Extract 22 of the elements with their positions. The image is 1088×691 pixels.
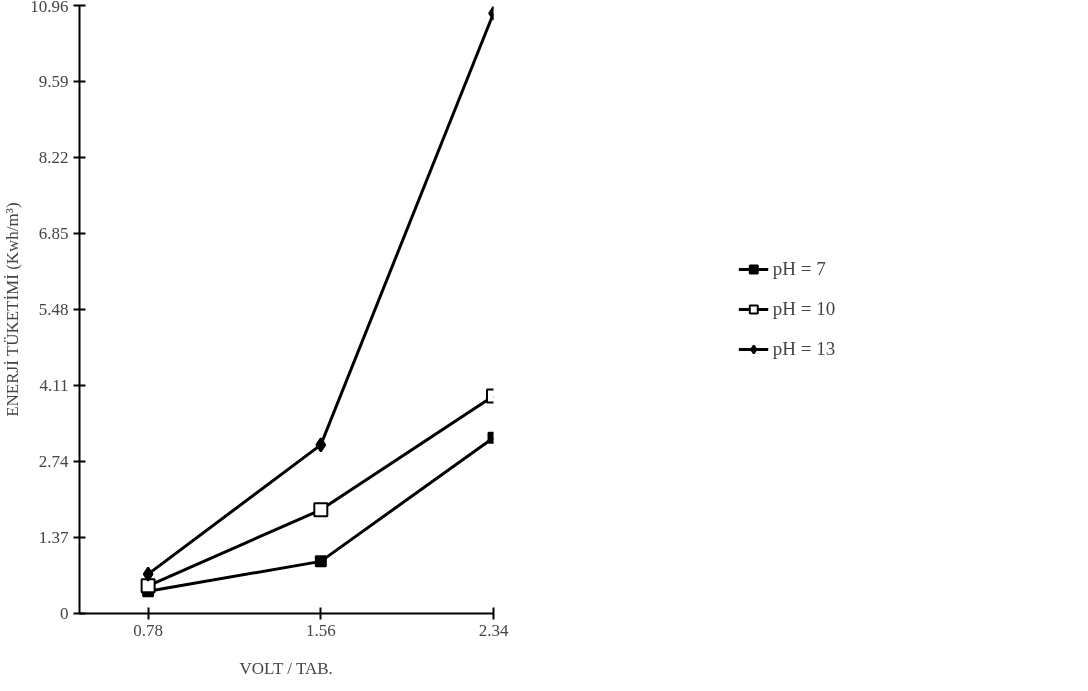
y-tick-label: 8.22 [38, 148, 69, 167]
legend-label: pH = 13 [772, 338, 836, 360]
x-axis-title: VOLT / TAB. [239, 658, 333, 678]
x-tick-label: 0.78 [133, 620, 164, 640]
legend-label: pH = 10 [772, 298, 836, 320]
y-tick-label: 10.96 [30, 0, 69, 16]
y-tick-label: 5.48 [38, 300, 69, 319]
point [313, 502, 329, 518]
y-tick-label: 9.59 [38, 72, 69, 91]
point [142, 566, 154, 582]
legend-label: pH = 7 [772, 258, 826, 280]
point [314, 555, 327, 568]
y-tick-label: 2.74 [38, 452, 69, 471]
point [315, 437, 327, 453]
y-tick-label: 4.11 [39, 376, 69, 395]
y-axis-title: ENERJİ TÜKETİMİ (Kwh/m³) [3, 202, 23, 417]
y-tick-label: 0 [60, 604, 69, 623]
y-tick-label: 6.85 [38, 224, 69, 243]
point [140, 578, 156, 594]
x-tick-label: 2.34 [478, 620, 509, 640]
y-tick-label: 1.37 [38, 528, 69, 547]
x-tick-label: 1.56 [305, 620, 336, 640]
